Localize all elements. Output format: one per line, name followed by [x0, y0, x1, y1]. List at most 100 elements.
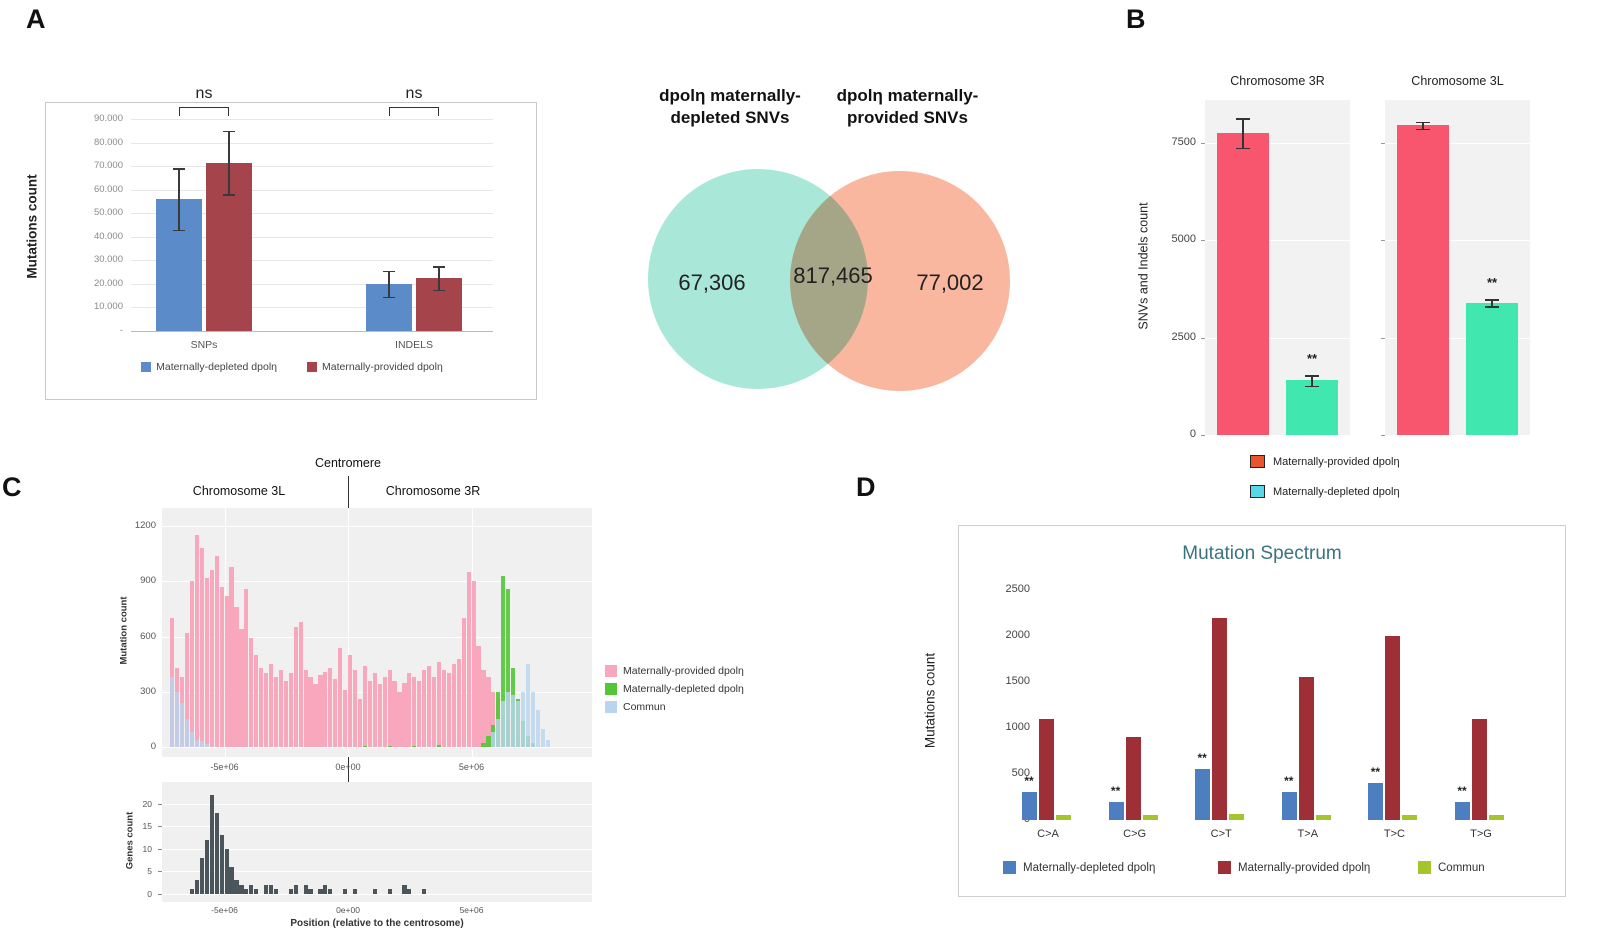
provided-histogram-bar [229, 566, 234, 747]
y-axis-tick-label: 50.000 [93, 207, 123, 219]
error-bar-cap [173, 229, 185, 232]
commun-histogram-bar [180, 702, 185, 747]
commun-histogram-bar [199, 741, 204, 747]
panel-b-y-axis-label: SNVs and Indels count [1136, 202, 1151, 330]
x-axis-tick-label: 5e+06 [458, 762, 485, 772]
provided-histogram-bar [313, 684, 318, 747]
error-bar-cap [1485, 299, 1499, 301]
y-axis-tick-label: 7500 [1171, 135, 1196, 148]
provided-histogram-bar [397, 691, 402, 747]
commun-histogram-bar [535, 710, 540, 747]
gridline [162, 636, 592, 638]
provided-histogram-bar [441, 669, 447, 747]
commun-histogram-bar [204, 744, 209, 747]
genes-histogram-bar [308, 889, 313, 894]
provided-histogram-bar [333, 678, 338, 747]
y-axis-tick-label: 15 [142, 821, 152, 832]
provided-histogram-bar [392, 680, 397, 747]
y-axis-tick-label: 2500 [1171, 330, 1196, 343]
error-bar-cap [1236, 147, 1250, 150]
legend-label: Maternally-provided dpolη [322, 361, 443, 373]
error-bar [388, 270, 390, 297]
venn-diagram: dpolη maternally-depleted SNVs dpolη mat… [620, 85, 1030, 415]
gridline [162, 871, 592, 873]
provided-histogram-bar [268, 664, 274, 747]
y-axis-tick-label: 5000 [1171, 233, 1196, 246]
gridline [162, 581, 592, 583]
commun-bar [1056, 815, 1071, 820]
provided-histogram-bar [239, 629, 244, 747]
legend-swatch [1250, 485, 1265, 498]
provided-histogram-bar [283, 680, 288, 747]
gridline [162, 826, 592, 828]
y-tick-mark [158, 826, 162, 828]
provided-histogram-bar [476, 645, 481, 747]
provided-histogram-bar [402, 682, 407, 747]
gridline [162, 848, 592, 850]
provided-histogram-bar [412, 677, 417, 747]
provided-histogram-bar [303, 669, 308, 747]
provided-histogram-bar [204, 577, 209, 747]
commun-bar [1489, 815, 1504, 820]
error-bar-cap [433, 266, 445, 268]
error-bar [1422, 121, 1424, 129]
provided-histogram-bar [451, 664, 456, 747]
genes-histogram-bar [303, 884, 308, 894]
legend-swatch [605, 665, 617, 677]
depleted-histogram-bar [362, 745, 367, 747]
legend-swatch [307, 362, 317, 372]
panel-d-frame [958, 525, 1566, 897]
commun-histogram-bar [545, 739, 550, 747]
y-axis-tick-label: 2500 [1005, 583, 1030, 595]
legend-swatch [605, 701, 617, 713]
commun-histogram-bar [506, 691, 511, 747]
venn-right-circle [790, 171, 1010, 391]
significance-annotation: ** [1457, 783, 1467, 798]
error-bar-cap [383, 270, 395, 273]
provided-histogram-bar [254, 655, 259, 747]
subplot-chromosome-3l: ** [1385, 100, 1530, 436]
error-bar [1491, 299, 1493, 307]
error-bar [438, 266, 440, 290]
chromosome-3l-label: Chromosome 3L [192, 484, 286, 498]
y-axis-tick-label: 10 [142, 843, 152, 854]
provided-histogram-bar [446, 673, 451, 747]
significance-annotation: ** [1110, 783, 1121, 798]
provided-histogram-bar [234, 607, 239, 747]
ns-bracket [179, 107, 229, 116]
y-tick-mark [1381, 240, 1385, 242]
error-bar [178, 168, 180, 230]
genes-histogram-bar [273, 889, 279, 894]
significance-annotation: ** [1370, 765, 1381, 780]
chromosome-3r-label: Chromosome 3R [385, 484, 481, 498]
panel-b-chromosome-chart: SNVs and Indels count ** Chromosome 3R ** C… [1130, 66, 1590, 536]
provided-histogram-bar [264, 673, 269, 747]
y-axis-tick-label: 40.000 [93, 230, 123, 242]
y-tick-mark [1381, 435, 1385, 436]
genes-histogram-bar [264, 884, 269, 894]
y-axis-tick-label: 10.000 [93, 301, 123, 313]
genes-histogram-bar [372, 889, 377, 894]
y-axis-tick-label: 2000 [1005, 629, 1030, 641]
y-axis-tick-label: 80.000 [93, 136, 123, 148]
commun-bar [1402, 815, 1418, 820]
legend-item: Maternally-depleted dpolη [141, 361, 277, 373]
legend-label: Maternally-provided dpolη [1273, 455, 1400, 468]
panel-a-legend: Maternally-depleted dpolη Maternally-prov… [86, 361, 498, 373]
provided-histogram-bar [308, 677, 313, 747]
genes-histogram-bar [194, 880, 200, 894]
genes-histogram-bar [387, 889, 392, 894]
provided-histogram-bar [471, 581, 476, 747]
provided-histogram-bar [224, 596, 229, 747]
subplot-title: Chromosome 3R [1230, 74, 1325, 88]
provided-histogram-bar [427, 666, 432, 747]
legend-label: Maternally-depleted dpolη [1023, 861, 1156, 874]
commun-histogram-bar [194, 739, 200, 747]
x-axis-tick-label: 5e+06 [459, 905, 484, 915]
legend-item: Commun [605, 701, 666, 713]
depleted-bar [1368, 783, 1384, 820]
legend-item: Maternally-provided dpolη [605, 665, 744, 677]
provided-histogram-bar [436, 662, 442, 747]
provided-histogram-bar [278, 669, 284, 747]
